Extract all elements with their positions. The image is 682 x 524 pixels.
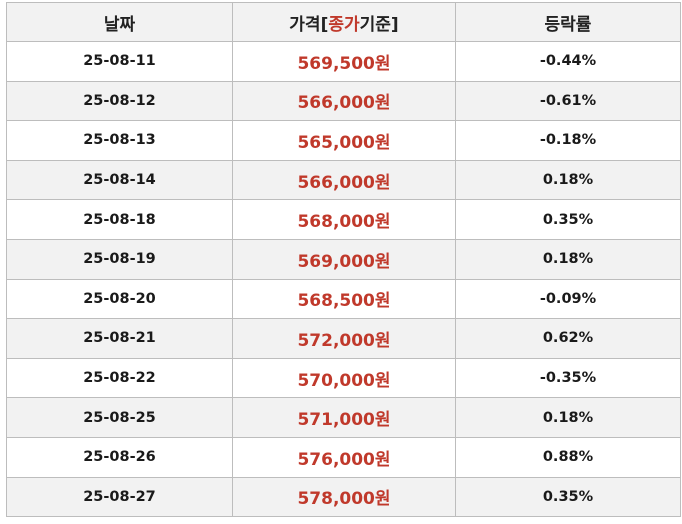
table-row: 25-08-14 566,000원 0.18% — [6, 159, 681, 201]
header-date: 날짜 — [6, 2, 233, 42]
change-rate-cell: 0.88% — [455, 436, 681, 478]
date-cell: 25-08-12 — [6, 80, 233, 122]
price-cell: 572,000원 — [232, 318, 456, 359]
change-rate-cell: -0.35% — [455, 357, 681, 399]
date-cell: 25-08-13 — [6, 120, 233, 161]
header-price: 가격[종가기준] — [232, 2, 456, 42]
date-cell: 25-08-18 — [6, 199, 233, 240]
price-cell: 571,000원 — [232, 397, 456, 438]
table-row: 25-08-21 572,000원 0.62% — [6, 318, 681, 359]
price-cell: 569,500원 — [232, 41, 456, 82]
price-cell: 569,000원 — [232, 238, 456, 280]
header-price-accent: 종가 — [328, 14, 360, 35]
table-row: 25-08-11 569,500원 -0.44% — [6, 41, 681, 82]
change-rate-cell: 0.18% — [455, 238, 681, 280]
date-cell: 25-08-26 — [6, 436, 233, 478]
change-rate-cell: 0.18% — [455, 397, 681, 438]
price-cell: 565,000원 — [232, 120, 456, 161]
table-row: 25-08-13 565,000원 -0.18% — [6, 120, 681, 161]
date-cell: 25-08-21 — [6, 318, 233, 359]
table-row: 25-08-12 566,000원 -0.61% — [6, 80, 681, 122]
price-cell: 578,000원 — [232, 476, 456, 518]
table-row: 25-08-25 571,000원 0.18% — [6, 397, 681, 438]
change-rate-cell: -0.44% — [455, 41, 681, 82]
date-cell: 25-08-22 — [6, 357, 233, 399]
change-rate-cell: 0.62% — [455, 318, 681, 359]
date-cell: 25-08-25 — [6, 397, 233, 438]
table-row: 25-08-19 569,000원 0.18% — [6, 238, 681, 280]
table-row: 25-08-26 576,000원 0.88% — [6, 436, 681, 478]
date-cell: 25-08-14 — [6, 159, 233, 201]
price-cell: 568,000원 — [232, 199, 456, 240]
change-rate-cell: -0.09% — [455, 278, 681, 320]
header-change: 등락률 — [455, 2, 681, 42]
change-rate-cell: -0.18% — [455, 120, 681, 161]
table-row: 25-08-27 578,000원 0.35% — [6, 476, 681, 518]
change-rate-cell: -0.61% — [455, 80, 681, 122]
table-body: 25-08-11 569,500원 -0.44% 25-08-12 566,000원 -0… — [6, 41, 681, 518]
header-price-prefix: 가격[ — [289, 14, 329, 35]
change-rate-cell: 0.35% — [455, 476, 681, 518]
date-cell: 25-08-11 — [6, 41, 233, 82]
date-cell: 25-08-19 — [6, 238, 233, 280]
price-history-table: 날짜 가격[종가기준] 등락률 25-08-11 569,500원 -0.44% 25… — [6, 2, 681, 518]
price-cell: 566,000원 — [232, 80, 456, 122]
table-row: 25-08-22 570,000원 -0.35% — [6, 357, 681, 399]
header-price-suffix: 기준] — [359, 14, 399, 35]
table-row: 25-08-18 568,000원 0.35% — [6, 199, 681, 240]
date-cell: 25-08-20 — [6, 278, 233, 320]
table-row: 25-08-20 568,500원 -0.09% — [6, 278, 681, 320]
price-cell: 568,500원 — [232, 278, 456, 320]
date-cell: 25-08-27 — [6, 476, 233, 518]
header-row: 날짜 가격[종가기준] 등락률 — [6, 2, 681, 42]
change-rate-cell: 0.18% — [455, 159, 681, 201]
price-cell: 570,000원 — [232, 357, 456, 399]
price-cell: 576,000원 — [232, 436, 456, 478]
change-rate-cell: 0.35% — [455, 199, 681, 240]
price-cell: 566,000원 — [232, 159, 456, 201]
